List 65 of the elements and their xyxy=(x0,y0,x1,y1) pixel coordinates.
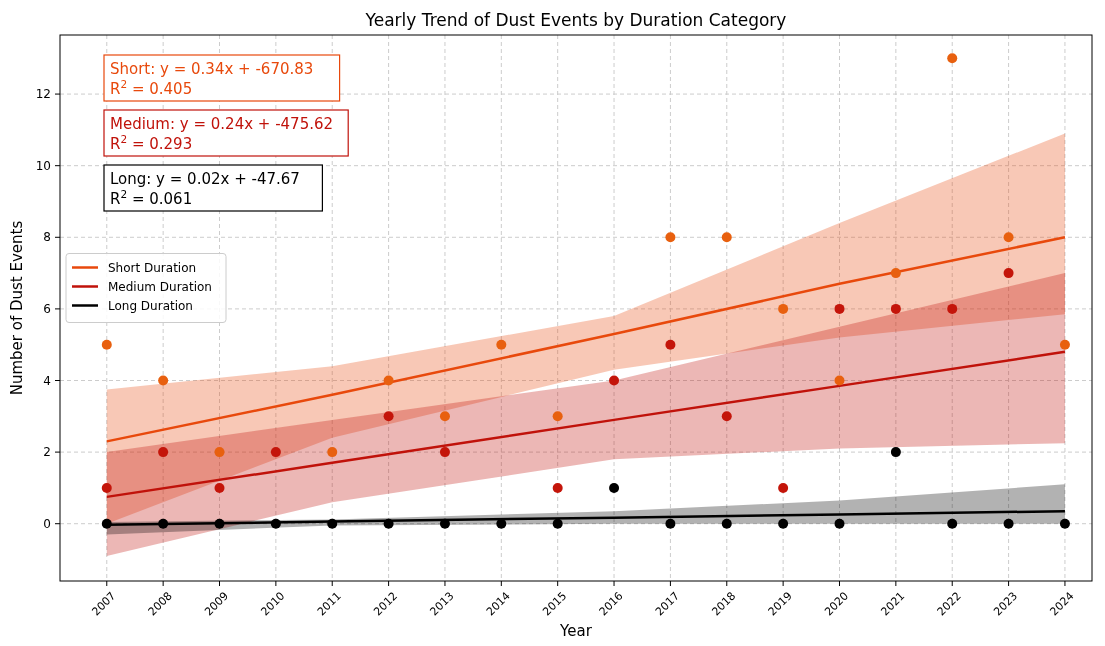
point xyxy=(327,518,338,529)
point xyxy=(890,447,901,458)
point xyxy=(778,518,789,529)
point xyxy=(721,232,732,243)
point xyxy=(439,518,450,529)
legend-label: Medium Duration xyxy=(108,279,212,294)
point xyxy=(890,303,901,314)
point xyxy=(552,482,563,493)
point xyxy=(270,447,281,458)
y-tick-label: 0 xyxy=(43,516,51,531)
point xyxy=(101,339,112,350)
point xyxy=(947,303,958,314)
point xyxy=(1003,268,1014,279)
y-axis-title: Number of Dust Events xyxy=(8,220,26,396)
legend-label: Short Duration xyxy=(108,260,197,275)
annotation: Medium: y = 0.24x + -475.62 R$^{2}$ = 0.293 xyxy=(110,115,334,153)
point xyxy=(947,53,958,64)
point xyxy=(383,411,394,422)
point xyxy=(383,375,394,386)
y-tick-label: 8 xyxy=(43,230,51,245)
line-series xyxy=(105,236,1067,443)
point xyxy=(834,518,845,529)
point xyxy=(1003,518,1014,529)
point xyxy=(383,518,394,529)
point xyxy=(778,303,789,314)
point xyxy=(158,518,169,529)
y-tick-label: 2 xyxy=(43,445,51,460)
point xyxy=(609,375,620,386)
point xyxy=(834,303,845,314)
y-tick-label: 4 xyxy=(43,373,51,388)
point xyxy=(665,518,676,529)
legend-label: Long Duration xyxy=(108,298,193,313)
annotation: Long: y = 0.02x + -47.67 R$^{2}$ = 0.061 xyxy=(110,170,300,208)
point xyxy=(834,375,845,386)
y-tick-label: 10 xyxy=(35,158,51,173)
point xyxy=(158,375,169,386)
point xyxy=(665,339,676,350)
point xyxy=(496,339,507,350)
point xyxy=(214,518,225,529)
point xyxy=(721,518,732,529)
point xyxy=(214,447,225,458)
point xyxy=(890,268,901,279)
chart-title: Yearly Trend of Dust Events by Duration Category xyxy=(364,10,787,30)
point xyxy=(101,518,112,529)
point xyxy=(101,482,112,493)
annotation: Short: y = 0.34x + -670.83 R$^{2}$ = 0.405 xyxy=(110,60,314,98)
point xyxy=(1003,232,1014,243)
y-tick-label: 6 xyxy=(43,302,51,317)
point xyxy=(327,447,338,458)
point xyxy=(158,447,169,458)
point xyxy=(947,518,958,529)
point xyxy=(552,411,563,422)
point xyxy=(1059,339,1070,350)
point xyxy=(439,447,450,458)
point xyxy=(439,411,450,422)
point xyxy=(665,232,676,243)
point xyxy=(778,482,789,493)
point xyxy=(270,518,281,529)
point xyxy=(1059,518,1070,529)
point xyxy=(552,518,563,529)
point xyxy=(721,411,732,422)
point xyxy=(214,482,225,493)
x-axis-title: Year xyxy=(559,622,593,640)
y-tick-label: 12 xyxy=(35,87,51,102)
point xyxy=(609,482,620,493)
